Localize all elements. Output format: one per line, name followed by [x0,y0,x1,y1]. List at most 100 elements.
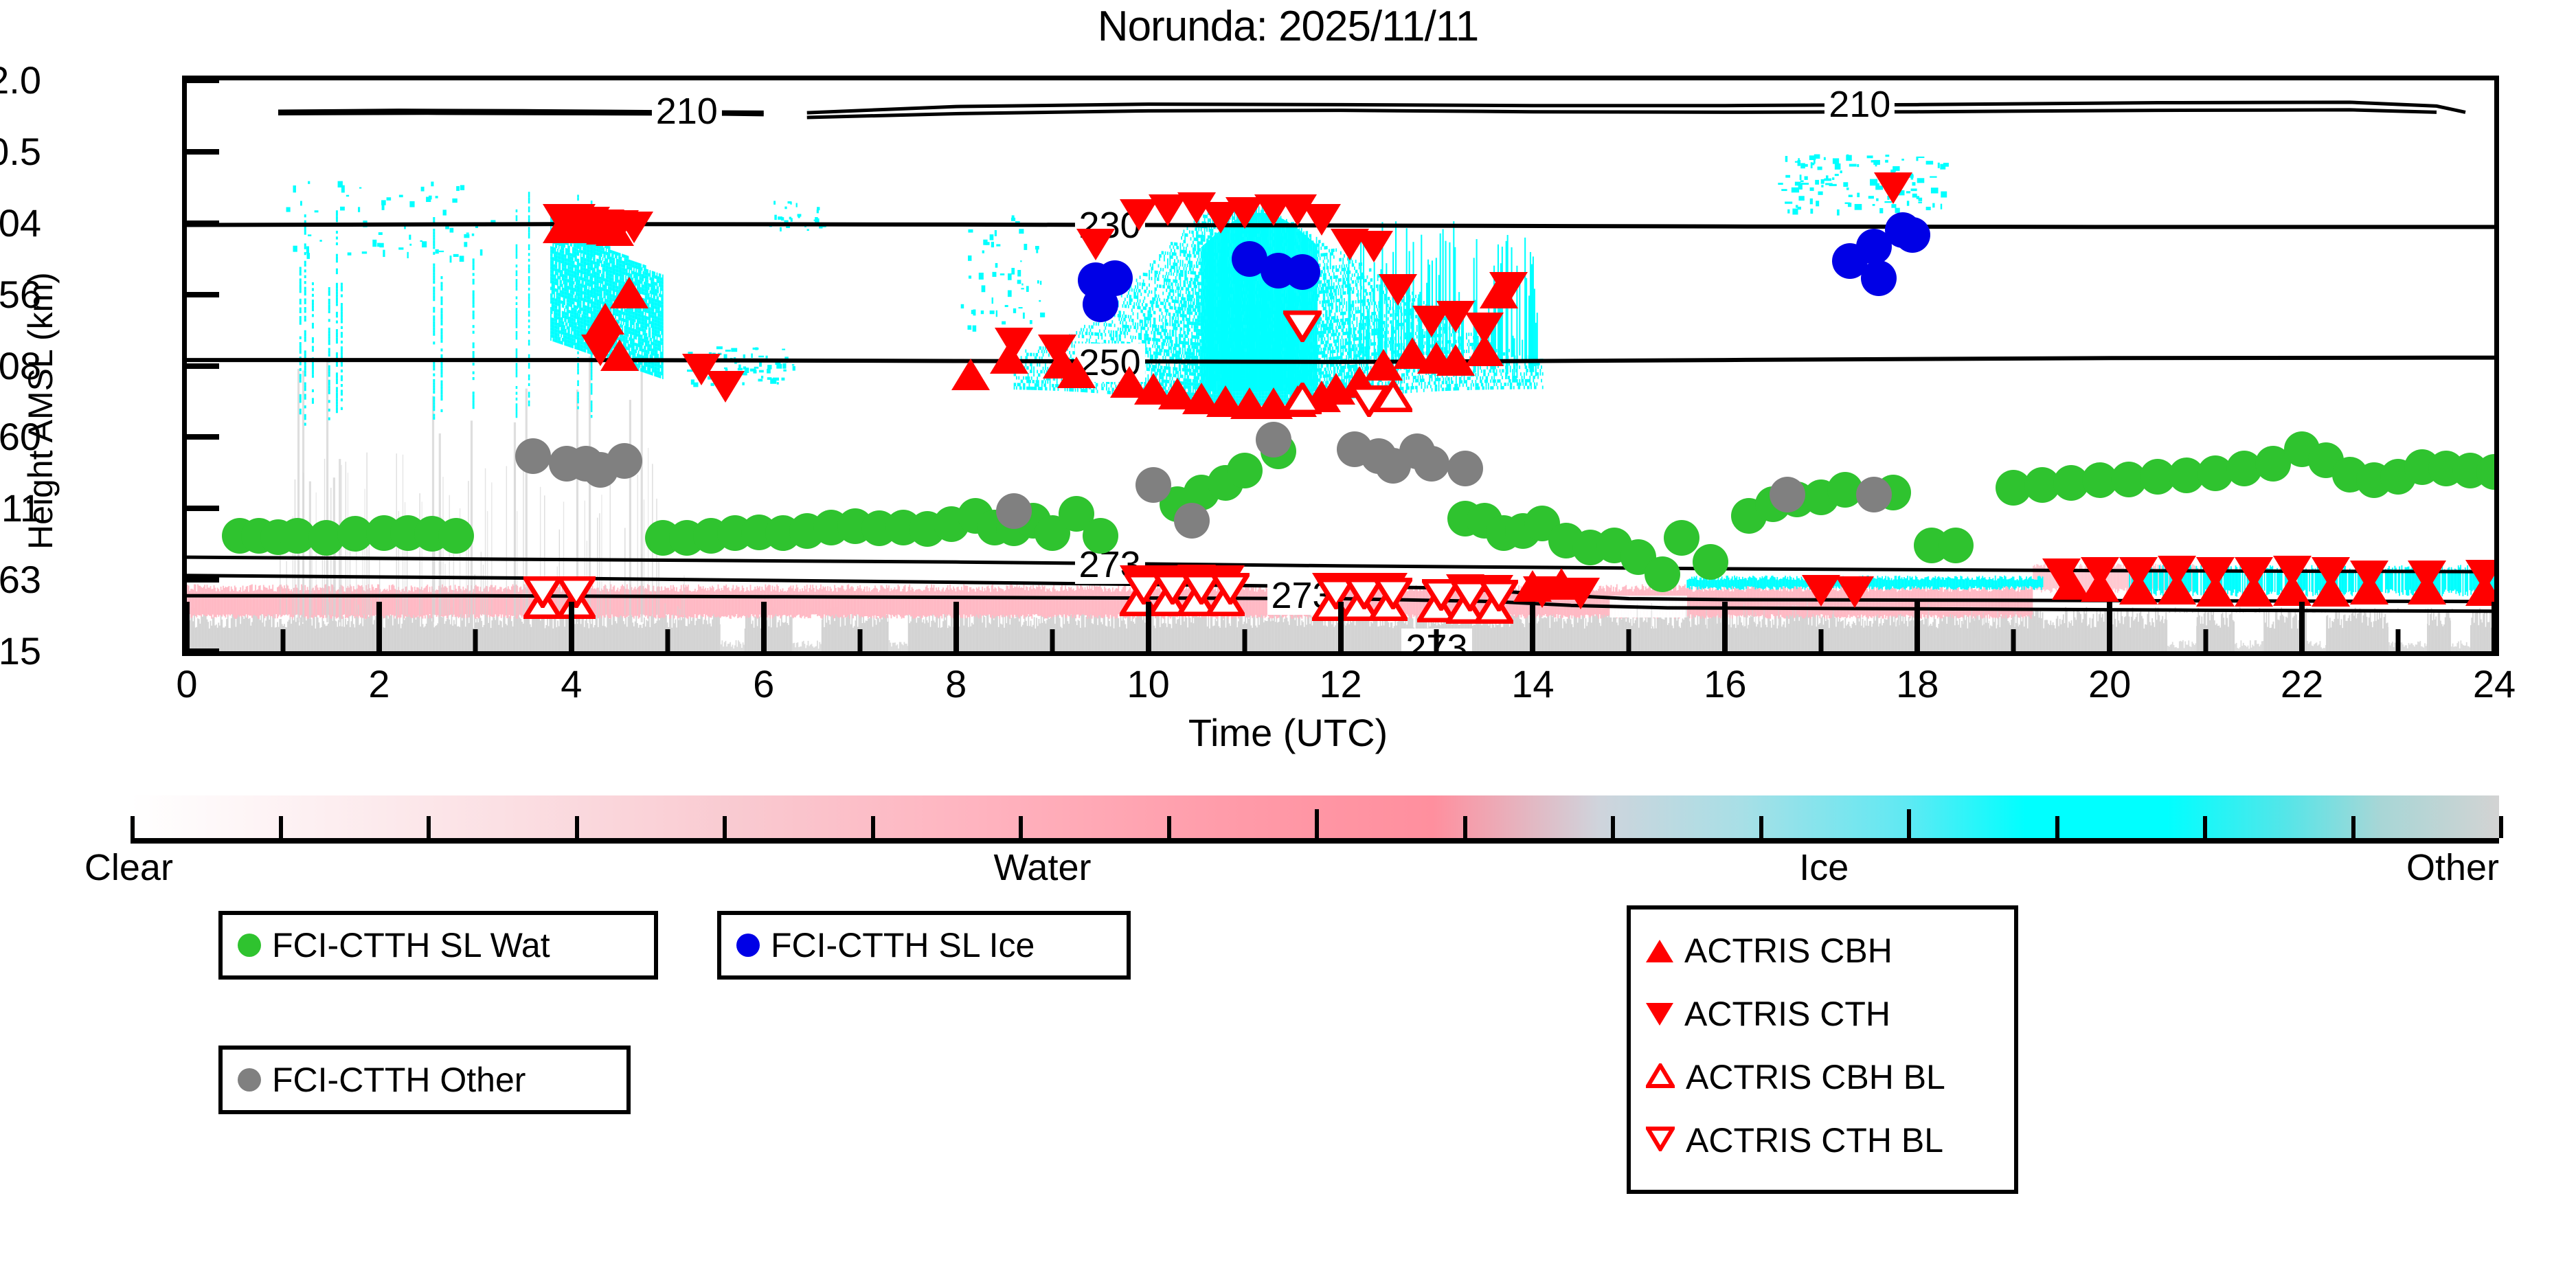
data-point-cth-bl [1122,572,1165,607]
x-tick-mark [1530,602,1536,656]
y-tick-label: 6.08 [0,343,41,387]
x-tick-mark [2107,602,2113,656]
colorbar-tick [1907,809,1911,838]
data-point-ice [1082,286,1118,323]
colorbar-tick [2351,816,2355,838]
data-point-cth-bl [1151,572,1194,607]
data-point-cth-bl [1314,577,1357,612]
data-point-cth-bl [521,576,565,611]
data-point-cbh-bl [1280,380,1324,415]
x-tick-minor [2395,629,2401,656]
colorbar-tick [131,816,135,838]
colorbar-tick [1462,816,1467,838]
legend-fci-sl-wat[interactable]: FCI-CTTH SL Wat [218,911,658,980]
y-tick-label: 4.60 [0,415,41,459]
data-point-cth [1465,313,1504,345]
y-tick-mark [182,577,219,583]
data-point-other [1856,477,1893,513]
legend-marker-circle-blue [736,934,760,957]
data-point-cbh-bl [1372,378,1415,413]
x-tick-mark [953,602,959,656]
y-tick-mark [182,363,219,369]
data-point-cth [1379,274,1418,306]
data-point-cth [705,370,745,403]
data-point-other [1255,421,1291,457]
data-point-cth-bl [1179,572,1223,607]
data-point-cth [2235,556,2274,589]
data-point-water [1645,556,1681,592]
y-tick-mark [182,148,219,155]
colorbar-tick [2055,816,2059,838]
x-tick-mark [184,602,190,656]
data-point-cth [1835,576,1875,608]
y-tick-mark [182,220,219,226]
isotherm-contour [278,111,764,117]
legend-label: ACTRIS CBH [1684,931,1893,970]
data-point-cth [2350,561,2389,593]
legend-marker-triangle-up-open-icon [1644,1061,1677,1092]
data-point-cth [2273,556,2312,588]
data-point-cth [580,335,620,367]
x-tick-minor [857,629,863,656]
colorbar-tick [1759,816,1763,838]
y-tick-label: 3.11 [0,486,41,530]
colorbar-tick [2203,816,2207,838]
x-tick-label: 20 [2088,662,2132,705]
y-tick-label: 10.5 [0,129,41,173]
y-tick-mark [182,291,219,297]
y-tick-mark [182,506,219,512]
y-tick-label: 0.15 [0,629,41,673]
x-tick-minor [1626,629,1631,656]
data-point-water [1664,520,1700,556]
legend-fci-other[interactable]: FCI-CTTH Other [218,1046,631,1114]
data-point-cbh [951,359,990,391]
data-point-cth-bl [1208,572,1252,607]
data-point-cth [2042,558,2081,590]
colorbar-tick [2499,816,2503,838]
legend-fci-sl-ice[interactable]: FCI-CTTH SL Ice [717,911,1131,980]
data-point-cth [1523,576,1562,608]
legend-marker-triangle-down-open-icon [1644,1126,1677,1155]
x-tick-minor [1434,629,1439,656]
x-tick-label: 0 [176,662,198,705]
x-tick-minor [2011,629,2016,656]
legend-marker-circle-green [238,934,261,957]
data-point-cth [2465,559,2494,591]
legend-actris[interactable]: ACTRIS CBH ACTRIS CTH ACTRIS CBH BL ACTR… [1627,905,2018,1194]
x-tick-label: 16 [1704,662,1747,705]
legend-label: ACTRIS CTH BL [1686,1121,1944,1160]
x-tick-minor [1818,629,1824,656]
plot-inner: 210210230250273273273 [187,80,2494,651]
plot-area: 210210230250273273273 [182,76,2499,656]
y-tick-label: 9.04 [0,201,41,245]
colorbar-label-other: Other [2406,847,2499,888]
x-tick-mark [376,602,382,656]
x-tick-label: 6 [753,662,775,705]
data-point-cth [1489,271,1528,304]
data-point-cth [1355,231,1394,263]
data-point-cth [614,212,653,244]
data-point-cth [2119,556,2158,589]
colorbar-tick [870,816,875,838]
x-tick-label: 8 [945,662,967,705]
data-point-cth-bl [1449,579,1492,614]
y-tick-label: 1.63 [0,558,41,602]
colorbar-label-ice: Ice [1799,847,1849,888]
x-tick-mark [2492,602,2497,656]
isotherm-contour [187,222,2494,229]
data-point-water [1693,544,1729,580]
x-tick-mark [760,602,767,656]
data-point-cth [2312,556,2351,589]
data-point-other [515,438,551,475]
x-tick-label: 4 [561,662,583,705]
x-tick-mark [1914,602,1921,656]
x-tick-mark [568,602,574,656]
x-tick-mark [1722,602,1728,656]
data-point-cth [1874,172,1913,205]
y-tick-label: 7.56 [0,272,41,316]
legend-label: ACTRIS CBH BL [1686,1058,1945,1096]
data-point-cbh [585,303,624,335]
legend-marker-triangle-up-filled-icon [1646,939,1673,962]
x-tick-mark [1337,602,1344,656]
